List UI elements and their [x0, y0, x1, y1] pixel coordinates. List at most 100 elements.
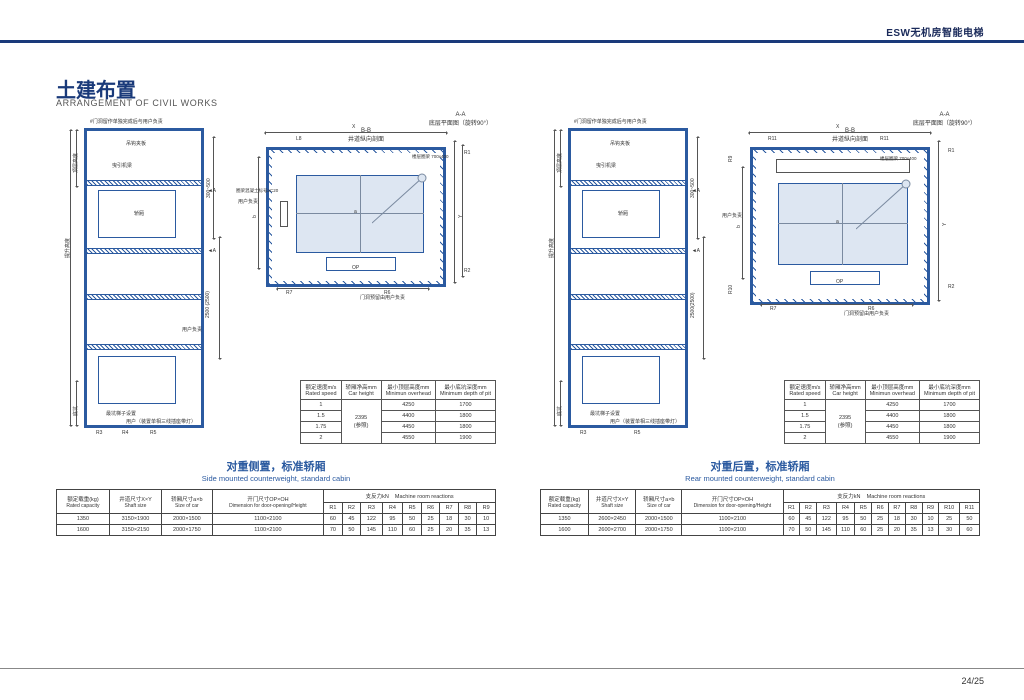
panel-side-counterweight: #门洞留作单独完成后与用户负责 吊钩夹板 曳引机梁 轿厢 用户（装置单相三线插座…	[56, 118, 496, 658]
lbl-r2: R2	[464, 268, 470, 274]
speed-spec-table: 额定速度m/sRated speed 轿厢净高mmCar height 最小顶层…	[784, 380, 980, 444]
lbl-ladder: 最坑梯子设置	[590, 410, 620, 417]
lbl-op: OP	[836, 279, 843, 285]
lbl-r7: R7	[770, 306, 776, 312]
lbl-r7: R7	[286, 290, 292, 296]
dim-r3: R3	[96, 430, 102, 436]
dim-x	[266, 132, 446, 133]
dim-y: R5	[634, 430, 640, 436]
lbl-beam-note: 圈梁混凝土标号≥C20	[236, 188, 264, 194]
dim-total-height	[554, 131, 555, 425]
dim-b	[742, 168, 743, 278]
car-box-bottom	[98, 356, 176, 404]
sec-aa: A-A底层平面图（旋转90°）	[913, 112, 976, 127]
dim-y: R5	[150, 430, 156, 436]
lbl-door-note: 门洞预留由用户负责	[360, 294, 405, 301]
dim-r4: R4	[122, 430, 128, 436]
page-title-en: ARRANGEMENT OF CIVIL WORKS	[56, 98, 218, 108]
lbl-b: b	[252, 215, 258, 218]
lbl-a: a	[354, 209, 357, 215]
lbl-pit: 底坑	[72, 406, 79, 416]
lbl-r9: R9	[728, 156, 734, 162]
header-rule	[0, 40, 1024, 43]
table-row: 13502600×24502000×15001100×2100604512295…	[541, 514, 980, 525]
lbl-r1: R1	[464, 150, 470, 156]
note-door-opening: #门洞留作单独完成后与用户负责	[574, 118, 647, 125]
lbl-overhead: 顶层高度	[556, 153, 563, 173]
plan-box: a OP	[750, 147, 930, 305]
lbl-door: 用户负责	[182, 326, 202, 333]
traction-arm-icon	[372, 173, 432, 233]
car-box-bottom	[582, 356, 660, 404]
lbl-y: Y	[458, 215, 464, 218]
panel-rear-counterweight: #门洞留作单独完成后与用户负责 吊钩夹板 曳引机梁 轿厢 用户（装置单相三线插座…	[540, 118, 980, 658]
lbl-machine-beam: 曳引机梁	[112, 162, 132, 169]
lbl-l8: L8	[296, 136, 302, 142]
sec-a-bot: ◄A	[208, 248, 216, 254]
dim-bottom	[762, 304, 912, 305]
sec-bb: B-B井道纵向剖面	[236, 128, 496, 143]
lbl-x: X	[352, 124, 355, 130]
diagram-row: #门洞留作单独完成后与用户负责 吊钩夹板 曳引机梁 轿厢 用户（装置单相三线插座…	[540, 118, 980, 448]
speed-spec-table: 额定速度m/sRated speed 轿厢净高mmCar height 最小顶层…	[300, 380, 496, 444]
lbl-ladder: 最坑梯子设置	[106, 410, 136, 417]
lbl-r2: R2	[948, 284, 954, 290]
dim-r3: R3	[580, 430, 586, 436]
caption-cn-side: 对重侧置，标准轿厢	[56, 458, 496, 474]
sec-aa: A-A底层平面图（旋转90°）	[429, 112, 492, 127]
lbl-travel: 提升高度	[64, 238, 71, 258]
plan-inner: a OP	[756, 153, 924, 299]
plan-box: a OP	[266, 147, 446, 287]
product-line: ESW无机房智能电梯	[886, 24, 984, 39]
shaft-elevation-col: #门洞留作单独完成后与用户负责 吊钩夹板 曳引机梁 轿厢 用户（装置单相三线插座…	[56, 118, 236, 448]
floor-slab	[87, 248, 201, 254]
lbl-floor-beam: 楼层圈梁 700x400	[412, 154, 449, 160]
door-plan	[810, 271, 880, 285]
lbl-user: 用户负责	[722, 212, 742, 219]
cabin-center-v	[842, 183, 843, 265]
dim-pit	[560, 382, 561, 425]
shaft-elevation-col: #门洞留作单独完成后与用户负责 吊钩夹板 曳引机梁 轿厢 用户（装置单相三线插座…	[540, 118, 720, 448]
floor-slab	[571, 248, 685, 254]
lbl-hook: 吊钩夹板	[610, 140, 630, 147]
sec-a-bot: ◄A	[692, 248, 700, 254]
lbl-r1: R1	[948, 148, 954, 154]
dim-right2	[219, 238, 220, 358]
col-speed: 额定速度m/sRated speed	[301, 381, 341, 400]
sec-a-top: ◄A	[692, 188, 700, 194]
lbl-overhead: 顶层高度	[72, 153, 79, 173]
load-table-rear: 额定载重(kg)Rated capacity 井道尺寸X×YShaft size…	[540, 489, 980, 536]
lbl-socket: 用户（装置单相三线插座带灯）	[126, 418, 196, 425]
dim-total-height	[70, 131, 71, 425]
lbl-r2: 2500 (2500)	[205, 291, 211, 318]
lbl-b: b	[736, 225, 742, 228]
floor-slab	[571, 344, 685, 350]
lbl-op: OP	[352, 265, 359, 271]
caption-cn-rear: 对重后置，标准轿厢	[540, 458, 980, 474]
civil-works-spread: ESW无机房智能电梯 土建布置 ARRANGEMENT OF CIVIL WOR…	[0, 0, 1024, 700]
lbl-door-note: 门洞预留由用户负责	[844, 310, 889, 317]
cabin-center-v	[360, 175, 361, 253]
lbl-car: 轿厢	[134, 210, 144, 217]
caption-en-rear: Rear mounted counterweight, standard cab…	[540, 474, 980, 483]
dim-bottom	[278, 288, 428, 289]
lbl-car: 轿厢	[618, 210, 628, 217]
door-plan	[326, 257, 396, 271]
footer-rule	[0, 668, 1024, 669]
table-row: 13503150×19002000×15001100×2100604512295…	[57, 514, 496, 525]
dim-r2	[462, 146, 463, 276]
plan-inner: a OP	[272, 153, 440, 281]
lbl-floor-beam: 楼层圈梁 700x400	[880, 156, 917, 162]
lbl-r2: 2500(2500)	[690, 292, 696, 318]
sec-bb: B-B井道纵向剖面	[720, 128, 980, 143]
diagram-row: #门洞留作单独完成后与用户负责 吊钩夹板 曳引机梁 轿厢 用户（装置单相三线插座…	[56, 118, 496, 448]
table-row: 16002600×27002000×17501100×2100705014511…	[541, 525, 980, 536]
lbl-travel: 提升高度	[548, 238, 555, 258]
col-carheight: 轿厢净高mmCar height	[341, 381, 381, 400]
dim-right2	[703, 238, 704, 358]
lbl-r11b: R11	[880, 136, 889, 142]
lbl-machine-beam: 曳引机梁	[596, 162, 616, 169]
floor-slab	[87, 344, 201, 350]
lbl-a: a	[836, 219, 839, 225]
col-pit: 最小底坑深度mmMinimum depth of pit	[435, 381, 495, 400]
